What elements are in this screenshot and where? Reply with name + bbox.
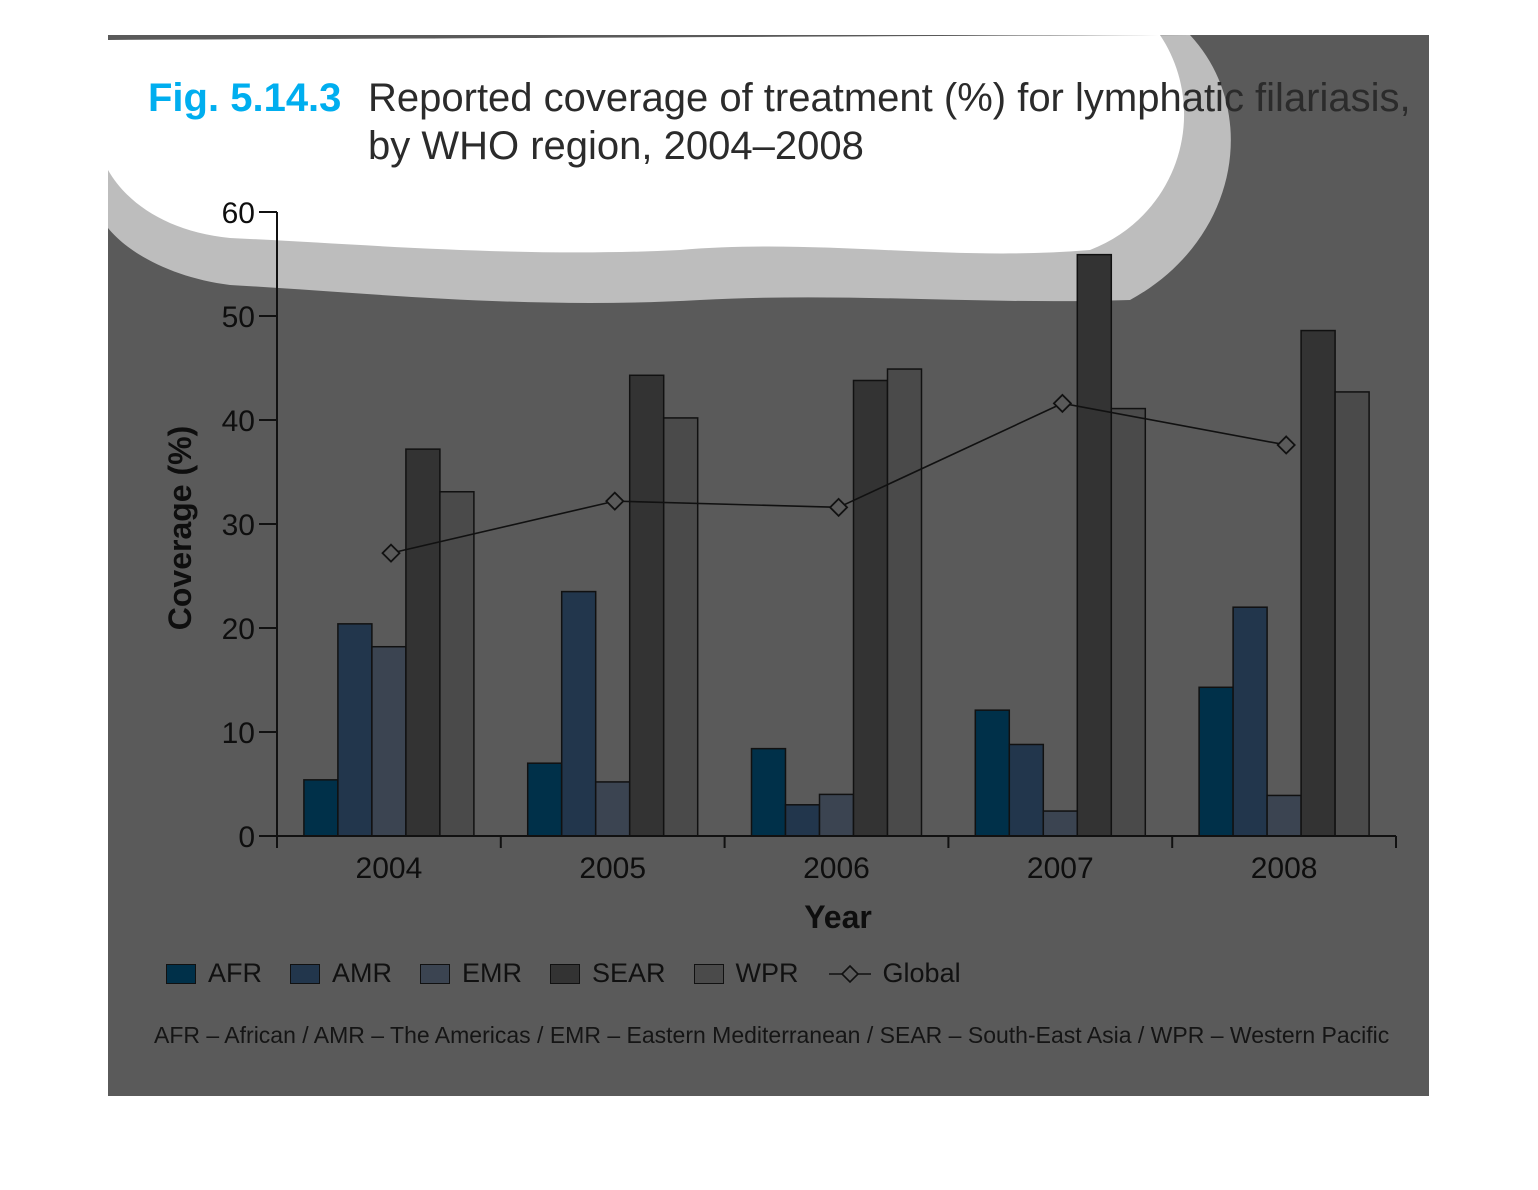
bar-emr-2007	[1042, 810, 1079, 837]
bar-afr-2005	[526, 762, 563, 837]
legend-item-wpr: WPR	[693, 958, 799, 989]
bar-wpr-2007	[1110, 407, 1147, 837]
axes-layer: 0 10 20 30 40 50 60 2004 2005 2006 2007 2008	[222, 197, 1397, 885]
legend-label: Global	[882, 958, 961, 988]
x-tick-label: 2008	[1251, 852, 1318, 885]
bar-amr-2006	[784, 804, 821, 837]
bar-wpr-2006	[886, 368, 923, 837]
region-footnote: AFR – African / AMR – The Americas / EMR…	[154, 1022, 1390, 1048]
legend-label: SEAR	[592, 958, 666, 988]
bar-emr-2004	[371, 645, 407, 837]
bar-wpr-2008	[1334, 391, 1370, 837]
global-point-2004	[381, 543, 401, 563]
legend-item-amr: AMR	[290, 958, 392, 989]
figure-title-line-2: by WHO region, 2004–2008	[368, 124, 864, 168]
bar-sear-2004	[405, 448, 441, 837]
legend-label: AFR	[208, 958, 262, 988]
y-tick-label: 0	[238, 821, 255, 854]
global-point-2005	[605, 491, 625, 511]
legend-swatch-sear	[550, 963, 580, 984]
legend-label: EMR	[462, 958, 522, 988]
bar-amr-2004	[337, 623, 373, 837]
y-tick-label: 40	[222, 405, 255, 438]
figure-label: Fig. 5.14.3	[148, 76, 342, 120]
x-tick-label: 2007	[1027, 852, 1094, 885]
chart-legend: AFR AMR EMR SEAR WPR Global	[166, 958, 989, 989]
bar-layer	[303, 253, 1370, 837]
legend-swatch-afr	[166, 963, 196, 984]
bar-wpr-2004	[439, 491, 475, 837]
bar-amr-2007	[1008, 743, 1045, 837]
legend-label: WPR	[735, 958, 799, 988]
bar-amr-2005	[560, 590, 597, 837]
bar-emr-2006	[818, 793, 855, 837]
bar-emr-2005	[594, 781, 631, 837]
legend-item-afr: AFR	[166, 958, 262, 989]
global-point-2008	[1276, 435, 1296, 455]
x-tick-label: 2005	[579, 852, 646, 885]
y-tick-label: 20	[222, 613, 255, 646]
bar-amr-2008	[1232, 606, 1268, 837]
bar-emr-2008	[1266, 794, 1302, 837]
line-diamond-icon	[828, 964, 871, 983]
bar-sear-2006	[852, 379, 889, 837]
x-tick-label: 2004	[356, 852, 423, 885]
y-axis-title: Coverage (%)	[162, 426, 198, 631]
bar-afr-2007	[974, 709, 1011, 837]
x-tick-label: 2006	[803, 852, 870, 885]
x-axis-title: Year	[804, 899, 872, 935]
y-tick-label: 30	[222, 509, 255, 542]
legend-swatch-wpr	[693, 963, 724, 984]
bar-afr-2008	[1198, 686, 1234, 837]
y-tick-label: 60	[222, 197, 255, 230]
bar-afr-2004	[303, 779, 339, 837]
figure-title-line-1: Reported coverage of treatment (%) for l…	[368, 76, 1411, 120]
bar-sear-2005	[628, 374, 665, 837]
y-tick-label: 10	[222, 717, 255, 750]
legend-swatch-amr	[290, 963, 320, 984]
legend-swatch-emr	[420, 963, 450, 984]
bar-sear-2008	[1300, 329, 1336, 837]
bar-afr-2006	[750, 747, 787, 837]
global-point-2006	[828, 497, 849, 518]
legend-item-global: Global	[827, 958, 961, 989]
global-line-layer	[381, 393, 1296, 563]
legend-item-sear: SEAR	[550, 958, 666, 989]
y-tick-label: 50	[222, 301, 255, 334]
bar-wpr-2005	[662, 417, 699, 837]
bar-sear-2007	[1076, 253, 1113, 837]
global-point-2007	[1052, 393, 1073, 414]
global-line	[390, 402, 1287, 554]
legend-label: AMR	[332, 958, 392, 988]
legend-item-emr: EMR	[420, 958, 522, 989]
